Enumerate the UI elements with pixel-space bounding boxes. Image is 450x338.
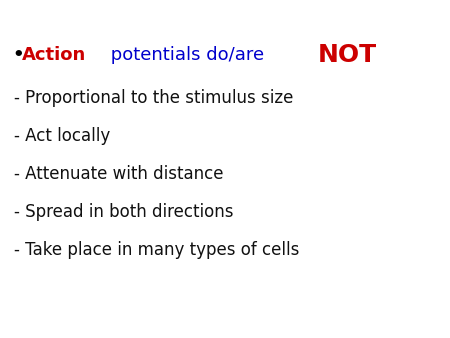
Text: - Take place in many types of cells: - Take place in many types of cells [14,241,299,259]
Text: NOT: NOT [318,43,377,67]
Text: •: • [12,46,23,64]
Text: - Spread in both directions: - Spread in both directions [14,203,234,221]
Text: - Act locally: - Act locally [14,127,110,145]
Text: Action: Action [22,46,86,64]
Text: potentials do/are: potentials do/are [105,46,270,64]
Text: - Attenuate with distance: - Attenuate with distance [14,165,224,183]
Text: - Proportional to the stimulus size: - Proportional to the stimulus size [14,89,293,107]
